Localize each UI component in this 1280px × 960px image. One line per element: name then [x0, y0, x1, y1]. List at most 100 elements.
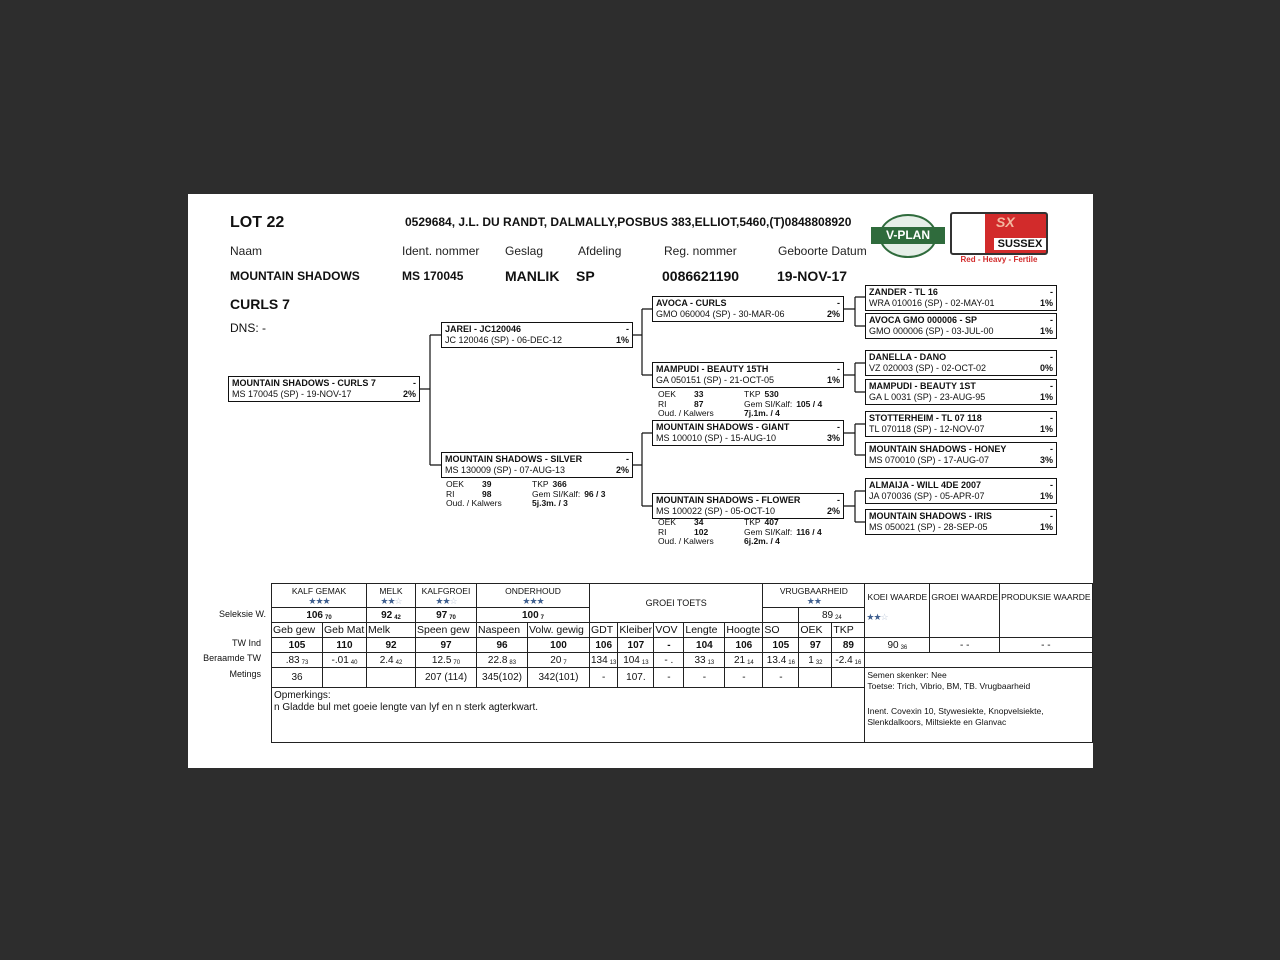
metings-value: 342(101): [527, 667, 590, 688]
row-label-tw-ind: TW Ind: [231, 638, 261, 648]
animal-name: MOUNTAIN SHADOWS - IRIS: [869, 511, 992, 521]
beraamde-number: 2.4: [379, 654, 394, 666]
stats-row: RI 102 Gem SI/Kalf: 116 / 4: [658, 526, 848, 538]
pedigree-animal-box[interactable]: MOUNTAIN SHADOWS - CURLS 7- MS 170045 (SP…: [228, 376, 420, 402]
animal-name-row: MAMPUDI - BEAUTY 15TH -: [656, 364, 840, 375]
animal-name-line2: CURLS 7: [230, 296, 290, 312]
column-header: Hoogte: [724, 622, 764, 638]
animal-reg-line: JC 120046 (SP) - 06-DEC-12: [445, 335, 563, 345]
waarde-value: - -: [999, 637, 1093, 653]
animal-reg-line: GMO 060004 (SP) - 30-MAR-06: [656, 309, 785, 319]
beraamde-number: 21: [733, 654, 746, 666]
beraamde-tw-value: .83 73: [271, 652, 323, 668]
seleksie-number: 92: [381, 609, 393, 621]
column-header: Geb Mat: [322, 622, 367, 638]
beraamde-tw-value: -.01 40: [322, 652, 367, 668]
beraamde-tw-value: 22.8 83: [476, 652, 528, 668]
animal-name: MOUNTAIN SHADOWS - FLOWER: [656, 495, 801, 505]
seleksie-number-count: 42: [394, 614, 401, 621]
beraamde-number-count: 14: [747, 659, 754, 666]
inbreeding-percent: 2%: [826, 506, 840, 516]
stat-label: OEK: [446, 479, 464, 489]
stat-label: Oud. / Kalwers: [658, 408, 714, 418]
stat-value: 366: [552, 479, 567, 489]
star-icon: ☆: [880, 612, 889, 622]
stat-label: RI: [446, 488, 455, 499]
animal-name-row: JAREI - JC120046 -: [445, 324, 629, 335]
pedigree-animal-box[interactable]: AVOCA - CURLS - GMO 060004 (SP) - 30-MAR-0…: [652, 296, 844, 322]
metings-value: [831, 667, 866, 688]
animal-name-row: MOUNTAIN SHADOWS - CURLS 7 -: [232, 378, 416, 389]
star-icon: ★: [813, 596, 822, 606]
stats-row: OEK 39 TKP 366: [446, 479, 636, 490]
star-icon: ★: [380, 596, 388, 606]
label-afdeling: Afdeling: [578, 244, 622, 258]
animal-mark: -: [626, 454, 629, 464]
tw-ind-value: 89: [831, 637, 866, 653]
pedigree-animal-box[interactable]: STOTTERHEIM - TL 07 118- TL 070118 (SP) -…: [865, 411, 1057, 437]
pedigree-animal-box[interactable]: JAREI - JC120046- JC 120046 (SP) - 06-DEC…: [441, 322, 633, 348]
pedigree-animal-box[interactable]: MOUNTAIN SHADOWS - FLOWER - MS 100022 (SP)…: [652, 493, 844, 519]
metings-value: 36: [271, 667, 323, 688]
group-header: KALF GEMAK ★★★: [271, 583, 367, 608]
stats-row: Oud. / Kalwers 7j.1m. / 4: [658, 408, 848, 419]
pedigree-animal-box[interactable]: AVOCA GMO 000006 - SP - GMO 000006 (SP) - …: [865, 313, 1057, 339]
animal-detail-row: GA 050151 (SP) - 21-OCT-05 1%: [656, 375, 840, 386]
star-icon: ★: [387, 596, 395, 606]
stats-row: RI 98 Gem SI/Kalf: 96 / 3: [446, 488, 636, 500]
animal-detail-row: TL 070118 (SP) - 12-NOV-07 1%: [869, 424, 1053, 435]
remarks-cell: Opmerkings: n Gladde bul met goeie lengte…: [270, 687, 866, 743]
seleksie-value: 97 70: [415, 607, 477, 623]
animal-reg-line: MS 100010 (SP) - 15-AUG-10: [656, 433, 777, 443]
seleksie-number-count: 70: [449, 614, 456, 621]
stat-label: TKP: [532, 479, 549, 489]
pedigree-animal-box[interactable]: ALMAIJA - WILL 4DE 2007- JA 070036 (SP) -…: [865, 478, 1057, 504]
pedigree-animal-box[interactable]: DANELLA - DANO - VZ 020003 (SP) - 02-OCT-0…: [865, 350, 1057, 376]
animal-mark: -: [1050, 511, 1053, 521]
tw-ind-value: 106: [588, 637, 619, 653]
animal-stats-block: OEK 33 TKP 530 RI 87 Gem SI/Kalf: 105 / 4 Oud. /…: [658, 389, 848, 419]
seleksie-value: 92 42: [366, 607, 416, 623]
group-label: VRUGBAARHEID: [779, 586, 848, 596]
stats-row: Oud. / Kalwers 5j.3m. / 3: [446, 498, 636, 509]
beraamde-tw-value: 12.5 70: [415, 652, 477, 668]
inbreeding-percent: 2%: [826, 309, 840, 319]
value-reg: 0086621190: [662, 268, 740, 284]
beraamde-number: -.01: [331, 654, 349, 666]
pedigree-animal-box[interactable]: MOUNTAIN SHADOWS - GIANT - MS 100010 (SP) …: [652, 420, 844, 446]
stat-value: 102: [694, 526, 709, 537]
animal-mark: -: [837, 298, 840, 308]
stat-value: 7j.1m. / 4: [744, 408, 780, 418]
column-header: SO: [762, 622, 800, 638]
beraamde-number: 104: [623, 654, 640, 666]
pedigree-animal-box[interactable]: MAMPUDI - BEAUTY 1ST - GA L 0031 (SP) - 23…: [865, 379, 1057, 405]
health-notes: Semen skenker: Nee Toetse: Trich, Vibrio,…: [864, 667, 1093, 743]
beraamde-number: 20: [550, 654, 562, 666]
pedigree-animal-box[interactable]: MOUNTAIN SHADOWS - HONEY - MS 070010 (SP) …: [865, 442, 1057, 468]
stat-label: RI: [658, 398, 667, 409]
pedigree-animal-box[interactable]: MOUNTAIN SHADOWS - SILVER - MS 130009 (SP)…: [441, 452, 633, 478]
inbreeding-percent: 0%: [1039, 363, 1053, 373]
animal-detail-row: VZ 020003 (SP) - 02-OCT-02 0%: [869, 363, 1053, 374]
lot-number: LOT 22: [230, 214, 285, 231]
beraamde-number-count: 7: [563, 659, 567, 666]
stat-label: Gem SI/Kalf:: [744, 526, 793, 537]
animal-detail-row: MS 130009 (SP) - 07-AUG-13 2%: [445, 465, 629, 476]
animal-name: MOUNTAIN SHADOWS - GIANT: [656, 422, 790, 432]
metings-value: 345(102): [476, 667, 528, 688]
sale-catalogue-page: LOT 22 0529684, J.L. DU RANDT, DALMALLY,…: [188, 194, 1093, 768]
waarde-number: - -: [960, 639, 970, 651]
column-header: Geb gew: [271, 622, 323, 638]
animal-name: MOUNTAIN SHADOWS - SILVER: [445, 454, 583, 464]
animal-mark: -: [837, 364, 840, 374]
beraamde-number: 134: [591, 654, 608, 666]
animal-mark: -: [626, 324, 629, 334]
tw-ind-value: -: [653, 637, 685, 653]
animal-mark: -: [837, 422, 840, 432]
pedigree-animal-box[interactable]: ZANDER - TL 16- WRA 010016 (SP) - 02-MAY-…: [865, 285, 1057, 311]
pedigree-animal-box[interactable]: MAMPUDI - BEAUTY 15TH - GA 050151 (SP) - 2…: [652, 362, 844, 388]
column-header: Lengte: [683, 622, 726, 638]
tw-ind-value: 106: [724, 637, 764, 653]
group-label: GROEI TOETS: [645, 598, 707, 608]
pedigree-animal-box[interactable]: MOUNTAIN SHADOWS - IRIS - MS 050021 (SP) -…: [865, 509, 1057, 535]
